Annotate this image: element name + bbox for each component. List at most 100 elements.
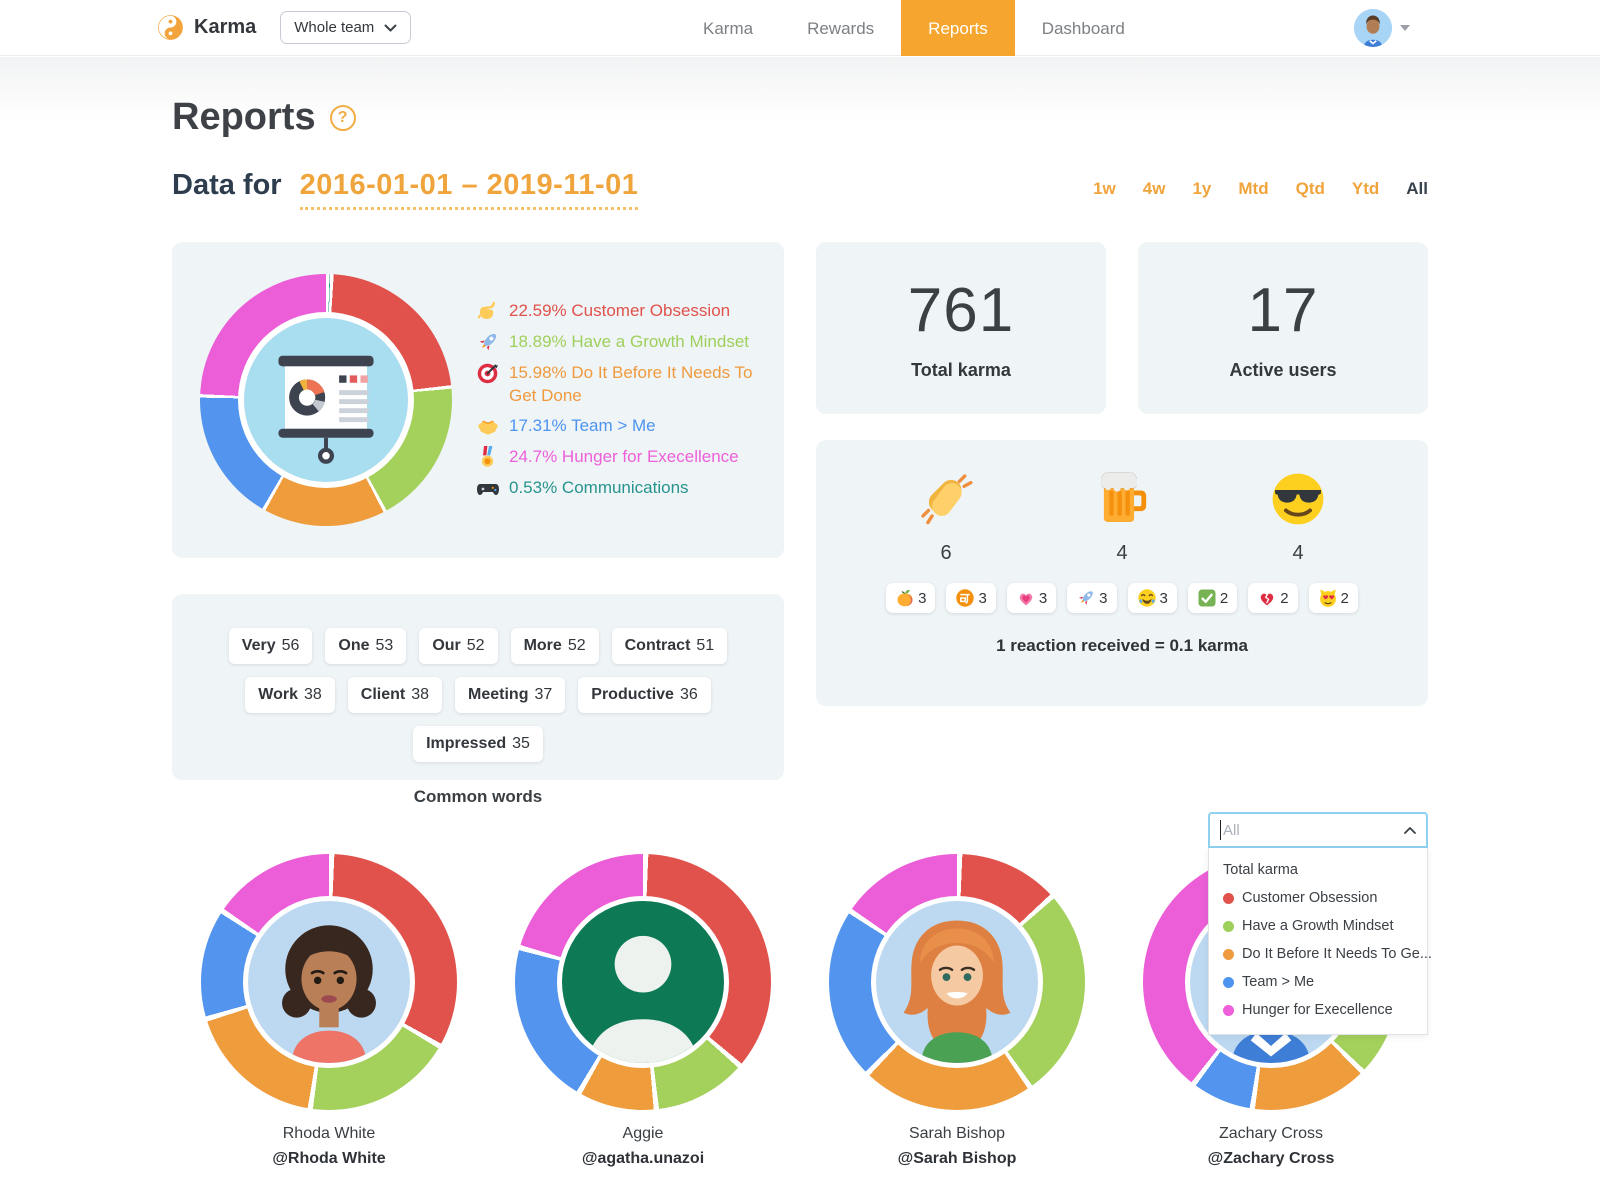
- team-selector[interactable]: Whole team: [280, 11, 412, 44]
- total-karma-value: 761: [907, 276, 1015, 345]
- total-karma-card: 761 Total karma: [816, 242, 1106, 414]
- reaction-count: 2: [1280, 589, 1289, 607]
- legend-item: 0.53% Communications: [476, 477, 758, 500]
- app-logo[interactable]: Karma: [157, 14, 256, 41]
- filter-option-label: Do It Before It Needs To Ge...: [1242, 946, 1432, 962]
- date-presets: 1w 4w 1y Mtd Qtd Ytd All: [1093, 179, 1428, 199]
- date-preset-1y[interactable]: 1y: [1192, 179, 1212, 198]
- reaction-badge: 3: [946, 583, 996, 613]
- value-color-dot: [1223, 1004, 1234, 1016]
- check-icon: [1197, 588, 1217, 608]
- person-card: Sarah Bishop @Sarah Bishop: [800, 854, 1114, 1168]
- word-chip: Work 38: [245, 677, 335, 713]
- filter-option-label: Customer Obsession: [1242, 890, 1378, 906]
- date-preset-qtd[interactable]: Qtd: [1295, 179, 1325, 198]
- filter-input[interactable]: All: [1208, 812, 1428, 848]
- logo-text: Karma: [194, 16, 257, 38]
- date-preset-all[interactable]: All: [1406, 179, 1428, 198]
- karma-yinyang-logo-icon: [157, 14, 184, 41]
- legend-item: 24.7% Hunger for Execellence: [476, 445, 758, 469]
- heart-icon: [1016, 588, 1036, 608]
- date-preset-4w[interactable]: 4w: [1142, 179, 1166, 198]
- filter-option-label: Hunger for Execellence: [1242, 1002, 1393, 1018]
- date-filter-label: Data for: [172, 169, 282, 201]
- donut-hole: [243, 896, 415, 1068]
- karma-filter-dropdown: All Total karma Customer Obsession Have a …: [1208, 812, 1432, 1035]
- dart-icon: [476, 361, 500, 385]
- date-range-value[interactable]: 2016-01-01 – 2019-11-01: [299, 169, 639, 210]
- common-words-label: Common words: [413, 787, 543, 806]
- reaction-count: 4: [1116, 542, 1128, 564]
- legend-label: 0.53% Communications: [509, 477, 689, 497]
- handshake-icon: [476, 414, 500, 438]
- nav-item-rewards[interactable]: Rewards: [807, 19, 875, 38]
- reaction-count: 4: [1292, 542, 1304, 564]
- date-preset-mtd[interactable]: Mtd: [1238, 179, 1269, 198]
- chevron-up-icon[interactable]: [1404, 826, 1416, 834]
- person-card: Rhoda White @Rhoda White: [172, 854, 486, 1168]
- rocket-icon: [476, 330, 500, 354]
- filter-option-label: Have a Growth Mindset: [1242, 918, 1394, 934]
- heart-eyes-cat-icon: [1318, 588, 1338, 608]
- person-karma-donut: [515, 854, 771, 1110]
- chevron-down-icon: [384, 24, 397, 31]
- person-karma-donut: [829, 854, 1085, 1110]
- date-preset-1w[interactable]: 1w: [1093, 179, 1116, 198]
- legend-label: 18.89% Have a Growth Mindset: [509, 332, 750, 352]
- filter-option[interactable]: Have a Growth Mindset: [1209, 912, 1427, 940]
- filter-option[interactable]: Do It Before It Needs To Ge...: [1209, 940, 1432, 968]
- word-chip: More 52: [510, 628, 599, 664]
- reaction-badge: 3: [1006, 583, 1057, 613]
- total-karma-label: Total karma: [911, 360, 1011, 380]
- filter-option[interactable]: Customer Obsession: [1209, 884, 1427, 912]
- filter-option[interactable]: Total karma: [1209, 856, 1427, 884]
- legend-item: 22.59% Customer Obsession: [476, 300, 758, 323]
- filter-option[interactable]: Hunger for Execellence: [1209, 996, 1427, 1024]
- page-title: Reports: [172, 96, 316, 138]
- donut-hole: [871, 896, 1043, 1068]
- reaction-badge: 2: [1308, 583, 1358, 613]
- reaction-count: 3: [1159, 589, 1168, 607]
- donut-hole: [238, 312, 414, 488]
- nav-item-reports[interactable]: Reports: [901, 0, 1015, 56]
- clap-icon: [917, 470, 975, 528]
- value-color-dot: [1223, 976, 1234, 988]
- values-legend: 22.59% Customer Obsession 18.89% Have a G…: [452, 292, 758, 507]
- person-avatar: [562, 901, 724, 1063]
- filter-option-label: Total karma: [1223, 862, 1298, 878]
- nav-item-karma[interactable]: Karma: [703, 19, 754, 38]
- nav-item-dashboard[interactable]: Dashboard: [1041, 19, 1125, 38]
- reaction-count: 3: [1038, 589, 1048, 607]
- word-chip: Impressed 35: [413, 726, 543, 762]
- legend-label: 17.31% Team > Me: [509, 415, 656, 435]
- person-handle: @Zachary Cross: [1207, 1150, 1335, 1167]
- filter-option[interactable]: Team > Me: [1209, 968, 1427, 996]
- reaction-badge: 3: [1127, 583, 1177, 613]
- person-card: Aggie @agatha.unazoi: [486, 854, 800, 1168]
- call-me-hand-icon: [476, 299, 500, 323]
- date-preset-ytd[interactable]: Ytd: [1351, 179, 1380, 198]
- user-menu[interactable]: [1354, 8, 1410, 47]
- header-fade: [0, 57, 1600, 121]
- beer-icon: [1093, 470, 1151, 528]
- help-icon[interactable]: ?: [329, 104, 356, 131]
- word-chip: One 53: [325, 628, 407, 664]
- person-handle: @Sarah Bishop: [897, 1150, 1017, 1167]
- team-values-donut-chart: [200, 274, 452, 526]
- top-reaction: 4: [1093, 470, 1151, 565]
- filter-placeholder: All: [1223, 821, 1240, 839]
- person-name: Sarah Bishop: [908, 1125, 1006, 1142]
- top-reaction: 4: [1269, 470, 1327, 565]
- person-handle: @Rhoda White: [272, 1150, 386, 1167]
- person-avatar: [876, 901, 1038, 1063]
- donut-hole: [557, 896, 729, 1068]
- reaction-count: 2: [1340, 589, 1349, 607]
- reaction-badge: 3: [1067, 583, 1117, 613]
- peach-icon: [895, 588, 915, 608]
- value-color-dot: [1223, 920, 1234, 932]
- reaction-count: 2: [1219, 589, 1229, 607]
- person-handle: @agatha.unazoi: [581, 1150, 705, 1167]
- broken-heart-icon: [1257, 588, 1277, 608]
- user-avatar[interactable]: [1354, 8, 1392, 47]
- legend-label: 22.59% Customer Obsession: [509, 301, 731, 321]
